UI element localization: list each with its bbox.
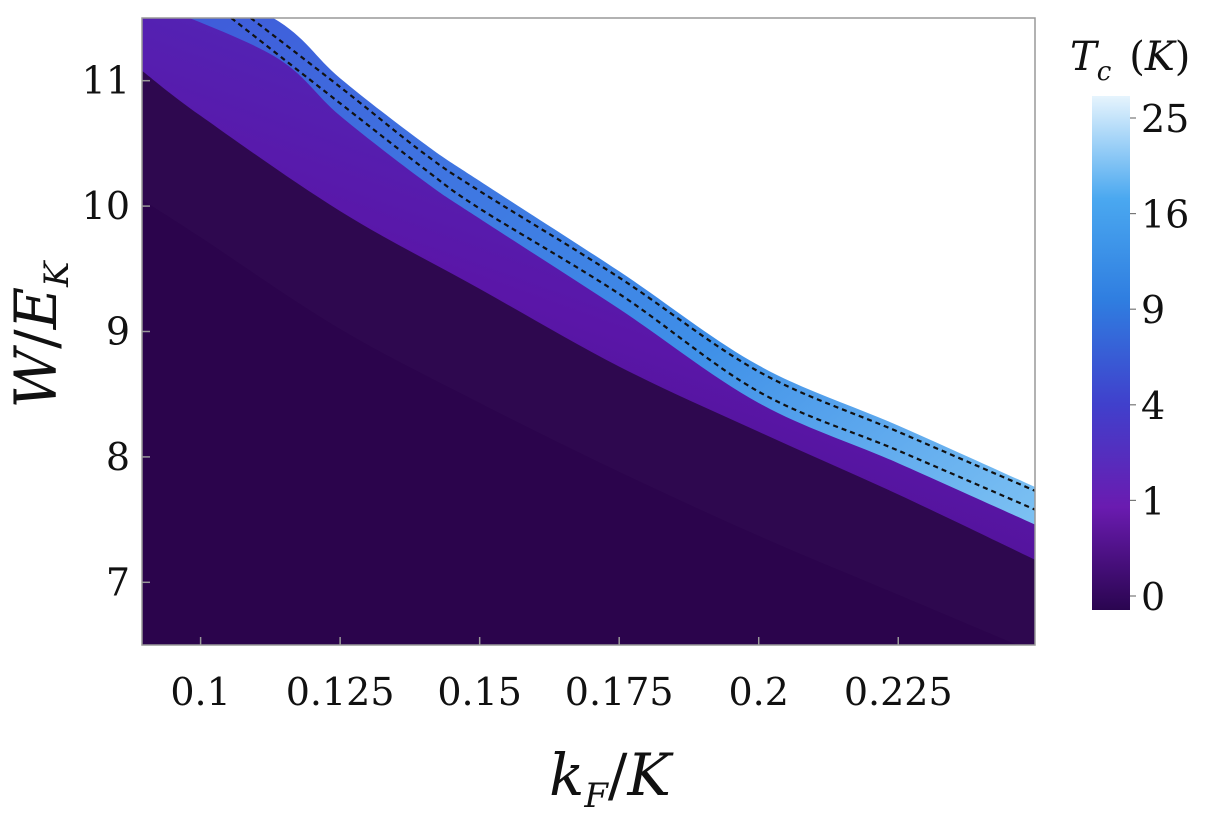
- colorbar-tick-label: 4: [1141, 384, 1165, 428]
- colorbar-tick-label: 9: [1141, 288, 1165, 332]
- dashed-curve-1: [250, 18, 1035, 492]
- y-tick-label: 9: [106, 310, 130, 354]
- y-tick-label: 8: [106, 435, 130, 479]
- dashed-curve-2: [230, 18, 1035, 511]
- x-tick-label: 0.1: [170, 670, 230, 714]
- colorbar-tick-label: 1: [1141, 479, 1165, 523]
- colorbar: Tc (K) 0 1 4 9 16 25: [1070, 34, 1190, 619]
- y-axis-title: W/EK: [2, 259, 77, 409]
- x-tick-label: 0.225: [844, 670, 953, 714]
- x-axis: 0.1 0.125 0.15 0.175 0.2 0.225: [170, 637, 953, 714]
- y-axis: 7 8 9 10 11: [82, 59, 150, 604]
- region-inner: [142, 199, 1018, 645]
- x-tick-label: 0.2: [729, 670, 789, 714]
- x-tick-label: 0.125: [286, 670, 395, 714]
- colorbar-tick-label: 16: [1141, 193, 1189, 237]
- x-tick-label: 0.15: [437, 670, 522, 714]
- colorbar-tick-label: 0: [1141, 575, 1165, 619]
- colorbar-bar: [1092, 96, 1130, 610]
- plot-area: [142, 18, 1035, 645]
- x-axis-title: kF/K: [549, 741, 674, 816]
- y-tick-label: 11: [82, 59, 130, 103]
- x-tick-label: 0.175: [565, 670, 674, 714]
- y-tick-label: 7: [106, 560, 130, 604]
- colorbar-title: Tc (K): [1070, 34, 1190, 87]
- dashed-curves: [230, 18, 1035, 511]
- colorbar-ticks: 0 1 4 9 16 25: [1130, 97, 1189, 619]
- colorbar-tick-label: 25: [1141, 97, 1189, 141]
- y-tick-label: 10: [82, 184, 130, 228]
